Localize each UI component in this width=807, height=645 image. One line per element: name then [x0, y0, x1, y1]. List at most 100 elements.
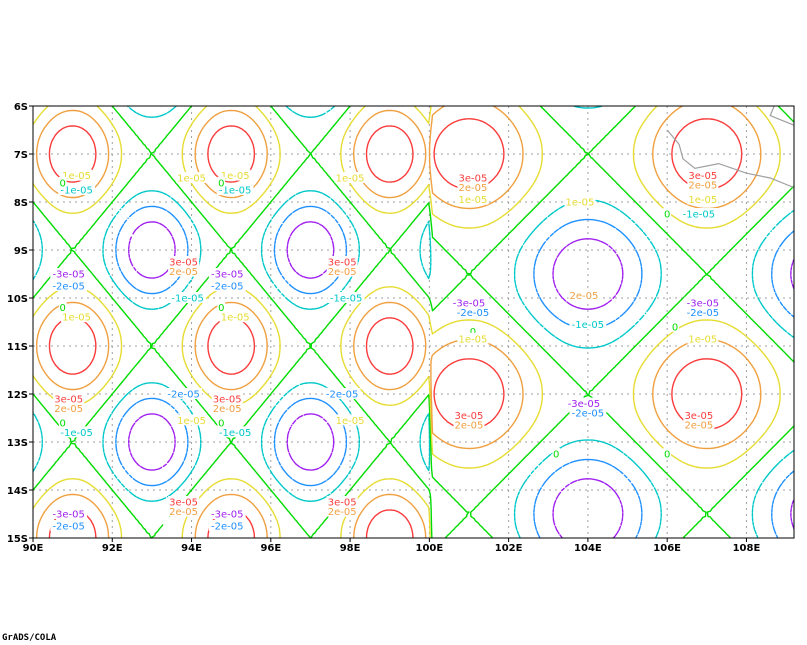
contour-label-bg — [208, 280, 246, 291]
contour-label-bg — [454, 306, 492, 318]
contour-label: -2e-05 — [687, 308, 719, 319]
x-tick-label: 100E — [415, 543, 443, 554]
contour-label: -3e-05 — [211, 270, 243, 281]
contour-label-bg — [58, 301, 67, 313]
contour-label-bg — [687, 332, 719, 344]
y-tick-label: 9S — [14, 246, 28, 257]
contour-label: 1e-05 — [336, 174, 365, 185]
contour-label-bg — [208, 508, 246, 519]
contour-label-bg — [683, 409, 715, 421]
contour-label-bg — [326, 265, 358, 277]
contour-label-bg — [211, 392, 243, 404]
contour-label: -1e-05 — [171, 294, 203, 305]
contour-label: -2e-05 — [52, 522, 84, 533]
contour-label-bg — [58, 184, 95, 195]
contour-label-bg — [453, 419, 485, 431]
contour-level — [35, 106, 762, 538]
contour-label-bg — [208, 520, 246, 531]
contour-label: 3e-05 — [328, 498, 357, 509]
x-tick-label: 106E — [653, 543, 681, 554]
contour-label: 2e-05 — [459, 183, 488, 194]
contour-label-bg — [450, 296, 488, 308]
contour-label-bg — [569, 318, 607, 330]
contour-label-bg — [168, 505, 200, 517]
x-tick-label: 96E — [260, 543, 281, 554]
contour-label: -1e-05 — [572, 320, 604, 331]
contour-label-bg — [165, 388, 203, 399]
contour-label: 3e-05 — [213, 394, 242, 405]
y-tick-label: 14S — [7, 486, 28, 497]
contour-label: 1e-05 — [459, 195, 488, 206]
contour-label-bg — [176, 172, 208, 183]
contour-label: 1e-05 — [177, 416, 206, 427]
contour-label: 0 — [60, 303, 66, 314]
contour-label-bg — [50, 520, 88, 531]
contour-label: 1e-05 — [336, 416, 365, 427]
contour-label-bg — [208, 268, 246, 279]
contour-label: 2e-05 — [328, 507, 357, 518]
contour-label-bg — [565, 397, 603, 409]
x-tick-label: 94E — [181, 543, 202, 554]
credit-label: GrADS/COLA — [2, 633, 57, 643]
contour-label: 2e-05 — [213, 404, 242, 415]
contour-label-bg — [684, 306, 722, 318]
contour-label-bg — [687, 193, 719, 205]
contour-label-bg — [326, 505, 358, 517]
plot-frame — [32, 105, 795, 539]
contour-label: 3e-05 — [169, 498, 198, 509]
contour-label: 1e-05 — [221, 171, 250, 182]
coastline — [666, 106, 794, 189]
contour-label: -1e-05 — [683, 210, 715, 221]
contour-label: -3e-05 — [687, 298, 719, 309]
contour-label-bg — [58, 426, 95, 438]
y-tick-label: 11S — [7, 342, 28, 353]
contour-label: 0 — [218, 303, 224, 314]
y-tick-label: 13S — [7, 438, 28, 449]
contour-label: 0 — [470, 327, 476, 338]
contour-label: 3e-05 — [54, 394, 83, 405]
y-tick-label: 6S — [14, 102, 28, 113]
x-tick-label: 92E — [102, 543, 123, 554]
contour-label: 2e-05 — [455, 421, 484, 432]
contour-label-bg — [469, 325, 477, 337]
contour-label-bg — [168, 256, 200, 267]
contour-label: 2e-05 — [169, 267, 198, 278]
contour-label: 1e-05 — [177, 174, 206, 185]
contour-label-bg — [683, 419, 715, 431]
x-tick-label: 104E — [574, 543, 602, 554]
contour-lines — [33, 106, 794, 538]
contour-label: 3e-05 — [328, 258, 357, 269]
contour-label: 2e-05 — [688, 181, 717, 192]
contour-label: 3e-05 — [688, 171, 717, 182]
contour-label-bg — [219, 169, 251, 181]
contour-label: -1e-05 — [219, 428, 251, 439]
contour-level — [33, 106, 781, 538]
contour-label: -3e-05 — [211, 510, 243, 521]
contour-label: -2e-05 — [572, 409, 604, 420]
y-tick-label: 7S — [14, 150, 28, 161]
contour-label: 1e-05 — [688, 195, 717, 206]
contour-label-bg — [168, 496, 200, 507]
contour-label: -3e-05 — [52, 270, 84, 281]
contour-level — [115, 205, 794, 538]
x-tick-label: 98E — [340, 543, 361, 554]
contour-label: 2e-05 — [169, 507, 198, 518]
contour-label-bg — [53, 392, 85, 404]
contour-label-bg — [58, 176, 67, 188]
contour-label-bg — [211, 402, 243, 414]
contour-label-bg — [684, 296, 722, 308]
contour-label: -1e-05 — [60, 186, 92, 197]
x-tick-label: 90E — [23, 543, 44, 554]
contour-label-bg — [217, 416, 226, 428]
contour-label: -2e-05 — [52, 282, 84, 293]
contour-label: -2e-05 — [211, 282, 243, 293]
contour-label-bg — [687, 169, 719, 181]
contour-label: -3e-05 — [568, 399, 600, 410]
contour-label-bg — [457, 332, 489, 344]
contour-label-bg — [168, 265, 200, 277]
contour-label-bg — [217, 176, 226, 188]
y-tick-label: 10S — [7, 294, 28, 305]
contour-label-bg — [50, 280, 88, 291]
contour-label-bg — [216, 426, 254, 438]
